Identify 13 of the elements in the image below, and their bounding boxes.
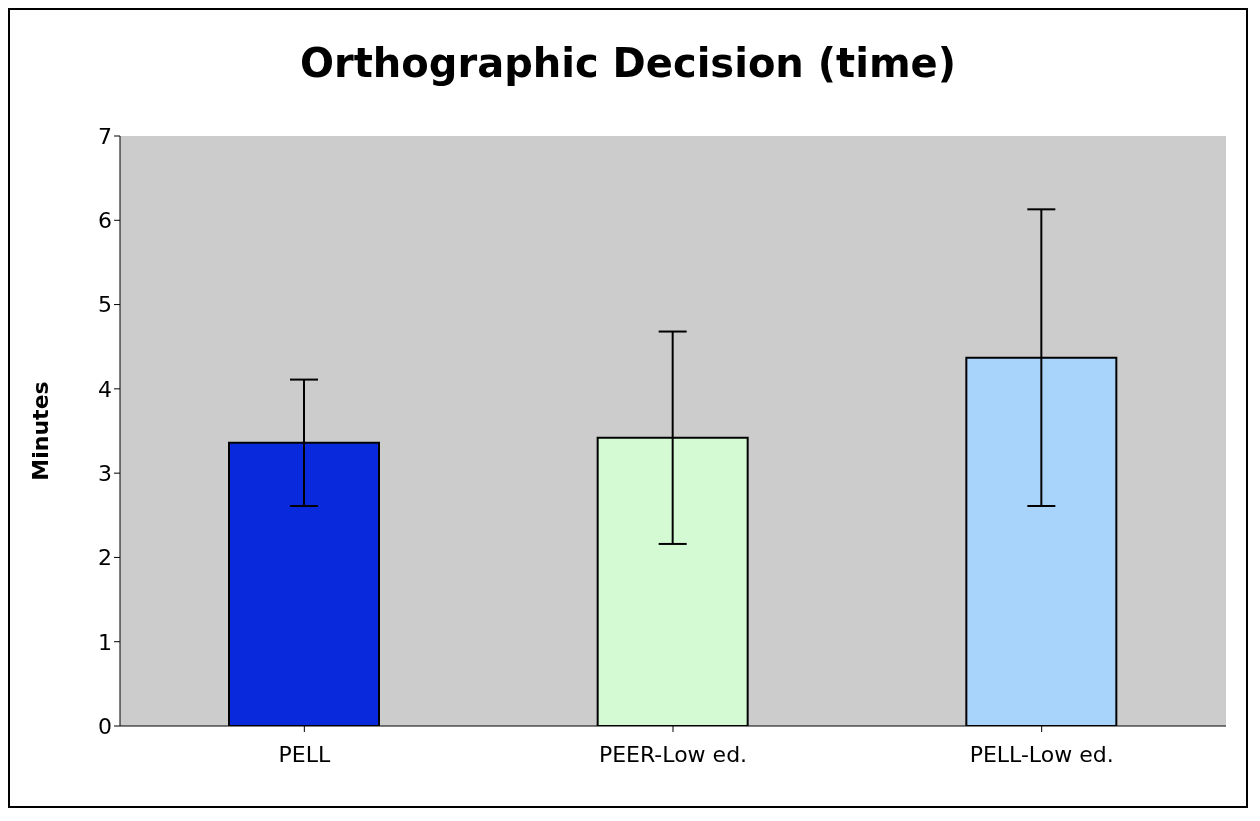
y-tick-label: 3 — [98, 460, 112, 486]
x-tick-label: PELL — [278, 741, 331, 767]
y-axis-title: Minutes — [27, 381, 53, 481]
y-tick-label: 6 — [98, 208, 112, 234]
x-tick-label: PEER-Low ed. — [598, 741, 748, 767]
y-tick-label: 2 — [98, 545, 112, 571]
y-tick-label: 4 — [98, 376, 112, 402]
x-tick-label: PELL-Low ed. — [969, 741, 1114, 767]
y-tick-label: 5 — [98, 292, 112, 318]
chart-title: Orthographic Decision (time) — [299, 40, 957, 86]
y-tick-label: 1 — [98, 629, 112, 655]
y-tick-label: 7 — [98, 123, 112, 149]
y-tick-label: 0 — [98, 713, 112, 739]
